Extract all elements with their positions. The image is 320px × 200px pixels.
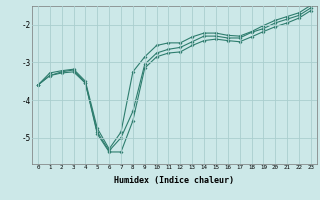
X-axis label: Humidex (Indice chaleur): Humidex (Indice chaleur) bbox=[115, 176, 234, 185]
